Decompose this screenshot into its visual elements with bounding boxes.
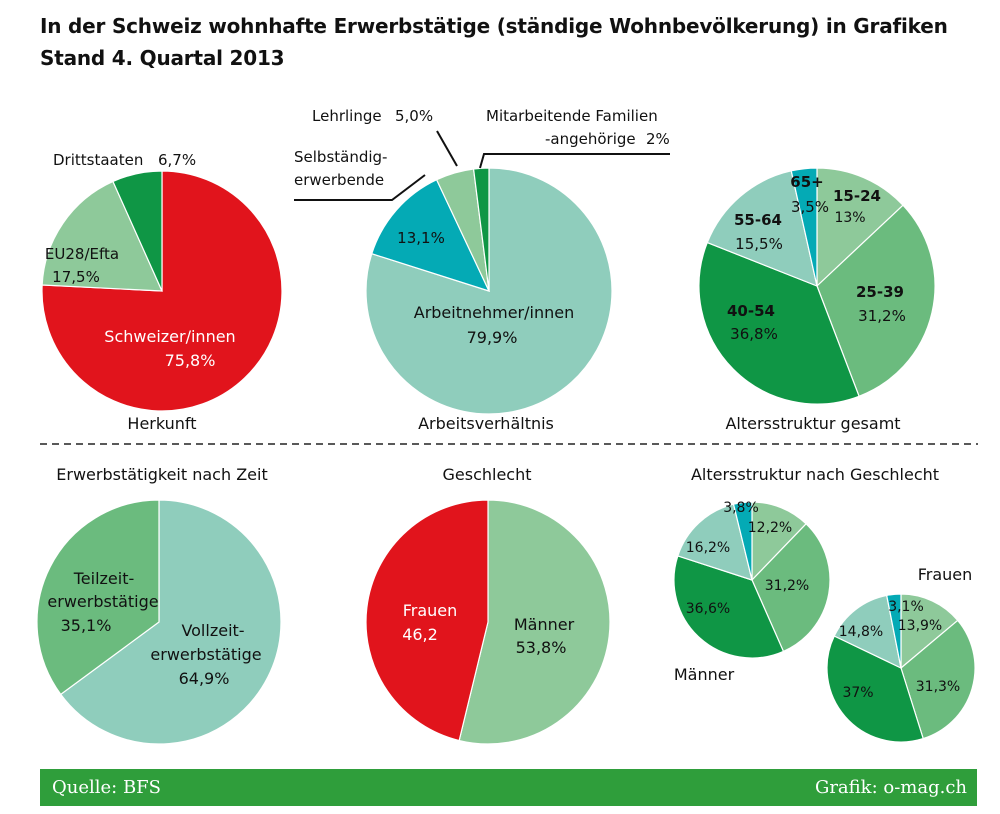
slice-label: 15-24 [833, 187, 881, 205]
slice-value: 2% [646, 130, 670, 148]
slice-label: Arbeitnehmer/innen [414, 303, 574, 322]
slice-value: 13,1% [397, 229, 445, 247]
slice-label-part1: Mitarbeitende Familien [486, 107, 658, 125]
pie-slice-erwerbstaetigkeit-zeit-1 [36, 499, 160, 696]
pie-slice-alter-maenner-1 [751, 522, 831, 653]
slice-label: Schweizer/innen [104, 327, 235, 346]
pie-slice-alter-frauen-2 [826, 635, 924, 743]
slice-label: 65+ [790, 173, 823, 191]
chart-title: Geschlecht [442, 465, 531, 484]
slice-value: 79,9% [467, 328, 518, 347]
slice-value: 17,5% [52, 268, 100, 286]
slice-value: 15,5% [735, 235, 783, 253]
slice-value: 5,0% [395, 107, 433, 125]
pie-slice-herkunft-2 [112, 170, 163, 292]
chart-title: Altersstruktur nach Geschlecht [691, 465, 939, 484]
slice-value: 46,2 [402, 625, 438, 644]
chart-title: Herkunft [127, 414, 196, 433]
slice-value: 31,3% [916, 679, 960, 695]
pie-slice-herkunft-1 [41, 180, 163, 292]
leader-line [436, 130, 458, 167]
pie-slice-arbeitsverhaeltnis-0 [365, 167, 613, 415]
slice-value: 6,7% [158, 151, 196, 169]
source-label: Quelle: BFS [52, 777, 162, 798]
pie-slice-altersstruktur-gesamt-2 [698, 241, 860, 405]
slice-label-part2: erwerbstätige [47, 592, 158, 611]
pie-slice-arbeitsverhaeltnis-3 [472, 167, 490, 292]
slice-label: Drittstaaten [53, 151, 143, 169]
slice-label-part1: Vollzeit- [181, 621, 244, 640]
leader-line [479, 153, 670, 169]
chart-title: Arbeitsverhältnis [418, 414, 554, 433]
slice-label: Männer [514, 615, 575, 634]
pie-slice-alter-maenner-2 [673, 555, 785, 659]
slice-label: 25-39 [856, 283, 904, 301]
slice-value: 37% [842, 685, 873, 701]
pie-slice-geschlecht-1 [365, 499, 489, 742]
pie-slice-alter-maenner-3 [677, 503, 753, 581]
slice-value: 75,8% [165, 351, 216, 370]
series-label: Männer [674, 665, 735, 684]
main-title: In der Schweiz wohnhafte Erwerbstätige (… [40, 14, 948, 38]
slice-value: 16,2% [686, 540, 730, 556]
pie-slice-erwerbstaetigkeit-zeit-0 [59, 499, 282, 745]
slice-value: 64,9% [179, 669, 230, 688]
pie-slice-altersstruktur-gesamt-1 [816, 204, 936, 398]
chart-header: In der Schweiz wohnhafte Erwerbstätige (… [40, 10, 948, 74]
pie-slice-alter-frauen-0 [900, 593, 959, 670]
pie-slice-alter-frauen-4 [885, 593, 902, 669]
pie-slice-alter-frauen-1 [900, 619, 976, 740]
slice-value: 31,2% [765, 578, 809, 594]
slice-label-part2: erwerbstätige [150, 645, 261, 664]
slice-label-part2: -angehörige [545, 130, 636, 148]
slice-label: 55-64 [734, 211, 782, 229]
pie-slice-alter-maenner-4 [732, 501, 753, 581]
slice-value: 3,1% [888, 599, 924, 615]
slice-value: 36,8% [730, 325, 778, 343]
credit-label: Grafik: o-mag.ch [814, 777, 967, 798]
footer-bar: Quelle: BFS Grafik: o-mag.ch [40, 769, 977, 806]
slice-value: 13% [834, 210, 865, 226]
pie-slice-altersstruktur-gesamt-3 [706, 170, 818, 287]
slice-value: 13,9% [898, 618, 942, 634]
pie-slice-alter-frauen-3 [833, 594, 902, 670]
slice-label-part2: erwerbende [294, 171, 384, 189]
leader-line [294, 174, 426, 201]
chart-title: Altersstruktur gesamt [725, 414, 900, 433]
series-label: Frauen [918, 565, 973, 584]
slice-label-part1: Selbständig- [294, 148, 387, 166]
chart-title: Erwerbstätigkeit nach Zeit [56, 465, 267, 484]
pie-slice-altersstruktur-gesamt-0 [816, 167, 904, 288]
pie-slice-altersstruktur-gesamt-4 [790, 167, 818, 287]
slice-label-part1: Teilzeit- [73, 569, 135, 588]
slice-label: EU28/Efta [45, 245, 119, 263]
slice-value: 53,8% [516, 638, 567, 657]
slice-value: 31,2% [858, 307, 906, 325]
slice-value: 3,8% [723, 500, 759, 516]
slice-label: Frauen [403, 601, 458, 620]
slice-value: 12,2% [748, 520, 792, 536]
pie-slice-arbeitsverhaeltnis-1 [371, 178, 491, 292]
slice-label: 40-54 [727, 302, 775, 320]
slice-value: 35,1% [61, 616, 112, 635]
slice-value: 36,6% [686, 601, 730, 617]
slice-value: 14,8% [839, 624, 883, 640]
pie-slice-alter-maenner-0 [751, 501, 807, 582]
subtitle-date: Stand 4. Quartal 2013 [40, 46, 285, 70]
slice-label: Lehrlinge [312, 107, 382, 125]
pie-slice-geschlecht-0 [458, 499, 611, 745]
slice-value: 3,5% [791, 198, 829, 216]
